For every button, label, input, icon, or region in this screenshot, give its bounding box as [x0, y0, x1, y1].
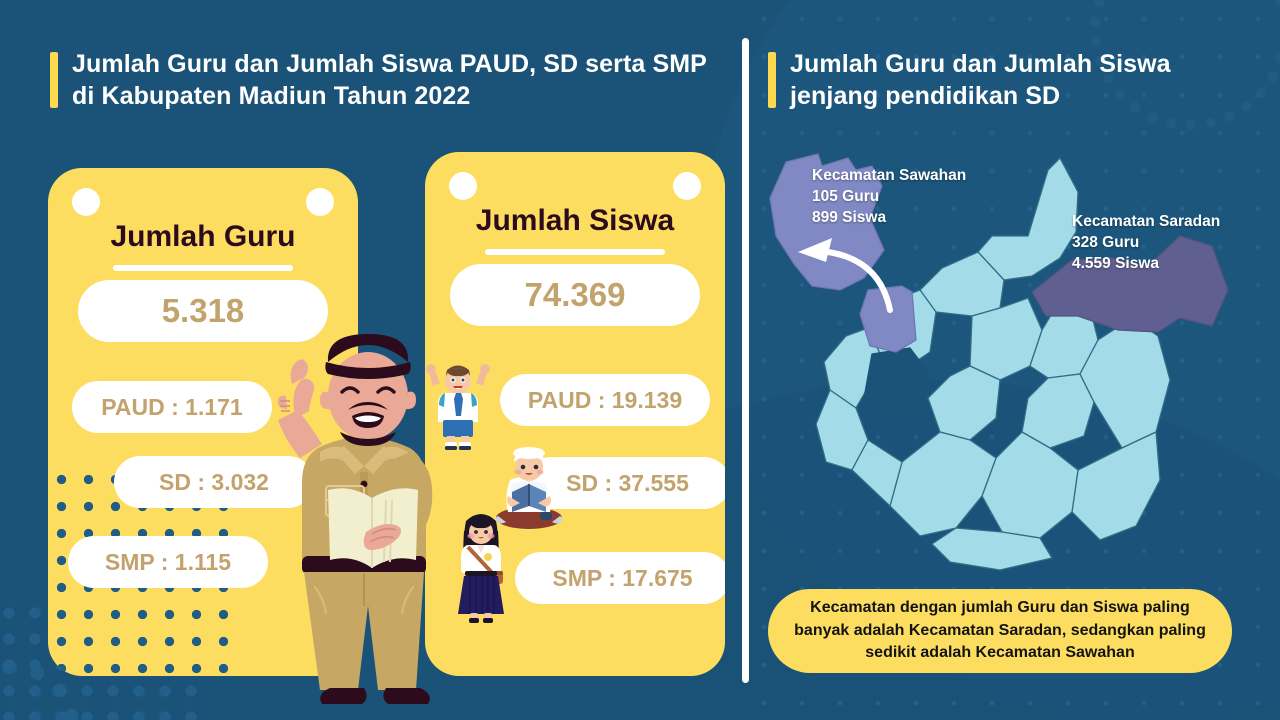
map-label-sawahan: Kecamatan Sawahan 105 Guru 899 Siswa [812, 165, 966, 228]
stat-pill-siswa-paud: PAUD : 19.139 [500, 374, 710, 426]
stat-pill-guru-paud: PAUD : 1.171 [72, 381, 272, 433]
map-enclave-dark [863, 347, 929, 425]
map-label-saradan-guru: 328 Guru [1072, 234, 1140, 252]
punch-hole-right-icon [306, 188, 334, 216]
stat-pill-guru-smp: SMP : 1.115 [68, 536, 268, 588]
map-district-southwest [889, 431, 997, 537]
stat-pill-guru-sd: SD : 3.032 [114, 456, 314, 508]
map-arrow-head-icon [798, 238, 832, 262]
map-district-south [981, 431, 1079, 539]
stat-pill-siswa-sd: SD : 37.555 [525, 457, 725, 509]
map-district-centralw [927, 365, 1001, 441]
card-total-guru: 5.318 [78, 280, 328, 342]
map-label-sawahan-name: Kecamatan Sawahan [812, 167, 967, 184]
map-label-saradan-siswa: 4.559 Siswa [1072, 255, 1160, 273]
stat-card-guru: Jumlah Guru 5.318 PAUD : 1.171 SD : 3.03… [48, 168, 358, 676]
map-label-saradan-name: Kecamatan Saradan [1072, 213, 1221, 230]
card-title-guru: Jumlah Guru [110, 220, 296, 253]
page-title-left-text: Jumlah Guru dan Jumlah Siswa PAUD, SD se… [72, 50, 707, 110]
map-arrow-sawahan [825, 249, 893, 313]
accent-bar-left [50, 52, 58, 108]
map-region-sawahan-inset [859, 285, 917, 353]
page-title-right-text: Jumlah Guru dan Jumlah Siswa jenjang pen… [790, 50, 1171, 110]
summary-note: Kecamatan dengan jumlah Guru dan Siswa p… [768, 589, 1232, 673]
map-label-sawahan-siswa: 899 Siswa [812, 209, 887, 227]
page-title-right: Jumlah Guru dan Jumlah Siswa jenjang pen… [768, 48, 1230, 112]
card-underline [485, 249, 665, 255]
map-label-saradan: Kecamatan Saradan 328 Guru 4.559 Siswa [1072, 211, 1220, 274]
map-region-saradan [1031, 235, 1229, 333]
punch-hole-right-icon [673, 172, 701, 200]
punch-hole-left-icon [449, 172, 477, 200]
map-district-northwest [919, 251, 1005, 317]
map-district-far-south [930, 527, 1054, 571]
map-region-sawahan-callout [769, 153, 885, 291]
map-label-sawahan-guru: 105 Guru [812, 188, 880, 206]
stat-card-siswa: Jumlah Siswa 74.369 PAUD : 19.139 SD : 3… [425, 152, 725, 676]
map-district-west-low2 [851, 439, 903, 508]
card-underline [113, 265, 293, 271]
map-svg [769, 153, 1229, 571]
map-district-centrale [1021, 373, 1095, 449]
page-title-left: Jumlah Guru dan Jumlah Siswa PAUD, SD se… [50, 48, 712, 112]
map-kabupaten-madiun: Kecamatan Sawahan 105 Guru 899 Siswa Kec… [760, 140, 1260, 580]
card-total-siswa: 74.369 [450, 264, 700, 326]
card-title-siswa: Jumlah Siswa [475, 204, 675, 237]
punch-hole-left-icon [72, 188, 100, 216]
map-district-southeast [1071, 431, 1161, 541]
map-district-centralnw [969, 297, 1043, 381]
accent-bar-right [768, 52, 776, 108]
vertical-divider [742, 38, 749, 683]
stat-pill-siswa-smp: SMP : 17.675 [515, 552, 725, 604]
map-district-north [977, 156, 1079, 281]
